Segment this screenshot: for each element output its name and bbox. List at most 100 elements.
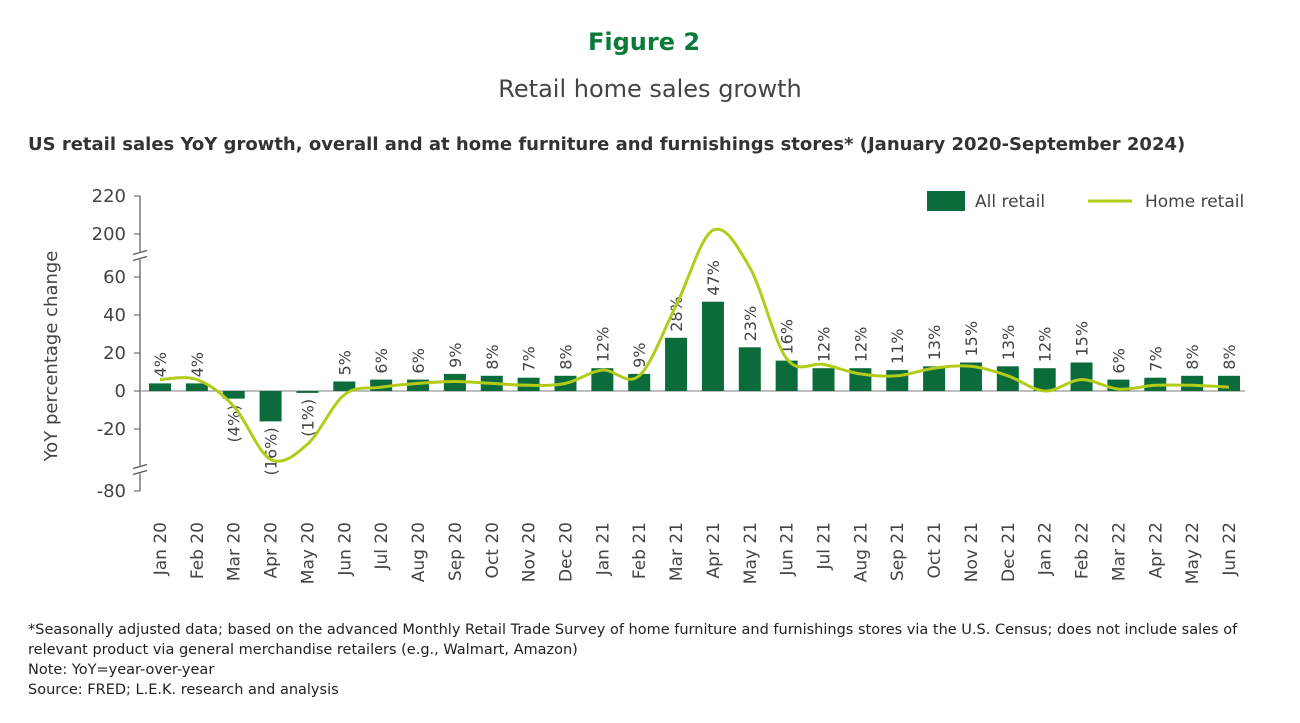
axis-break xyxy=(132,249,148,256)
axis-break xyxy=(132,469,148,476)
x-tick-label: Jan 22 xyxy=(1036,522,1056,576)
value-label: 8% xyxy=(1220,344,1239,369)
x-tick-label: Mar 20 xyxy=(225,522,245,581)
bar xyxy=(591,368,614,391)
x-tick-label: Jun 20 xyxy=(335,522,355,577)
y-tick-label: -20 xyxy=(97,419,126,440)
y-tick-label: 60 xyxy=(103,267,126,288)
bar xyxy=(959,362,982,391)
x-tick-label: Nov 20 xyxy=(520,522,540,582)
value-label: 11% xyxy=(888,329,907,365)
value-label: 15% xyxy=(962,321,981,357)
legend-swatch xyxy=(927,191,965,211)
bar xyxy=(407,379,430,391)
x-tick-label: Apr 22 xyxy=(1146,522,1166,578)
y-axis-label: YoY percentage change xyxy=(41,251,62,463)
x-tick-label: Feb 21 xyxy=(630,522,650,579)
value-label: 7% xyxy=(1146,346,1165,371)
value-label: 12% xyxy=(815,327,834,363)
note: Note: YoY=year-over-year xyxy=(28,662,215,678)
chart-subtitle: US retail sales YoY growth, overall and … xyxy=(28,134,1185,155)
value-label: 9% xyxy=(630,343,649,368)
x-tick-label: Oct 21 xyxy=(925,522,945,578)
value-label: 4% xyxy=(188,352,207,377)
x-tick-label: Jul 20 xyxy=(372,522,392,571)
value-label: 47% xyxy=(704,260,723,296)
x-tick-label: Sep 21 xyxy=(888,522,908,581)
bar xyxy=(259,391,282,422)
x-tick-label: Aug 21 xyxy=(851,522,871,582)
value-label: 7% xyxy=(520,346,539,371)
value-label: 16% xyxy=(778,319,797,355)
legend-label: All retail xyxy=(975,192,1045,212)
figure-label: Figure 2 xyxy=(588,28,700,56)
x-tick-label: Mar 22 xyxy=(1109,522,1129,581)
value-label: 6% xyxy=(409,348,428,373)
x-tick-label: Oct 20 xyxy=(483,522,503,578)
y-tick-label: 0 xyxy=(115,381,126,402)
bar xyxy=(185,383,208,391)
source: Source: FRED; L.E.K. research and analys… xyxy=(28,682,339,698)
notes: *Seasonally adjusted data; based on the … xyxy=(28,620,1268,700)
x-tick-label: Feb 22 xyxy=(1073,522,1093,579)
line xyxy=(159,227,1230,463)
bar xyxy=(222,391,245,399)
bar xyxy=(1070,362,1093,391)
value-label: 8% xyxy=(1183,344,1202,369)
value-label: (1%) xyxy=(298,399,317,437)
chart: Figure 2 Retail home sales growth US ret… xyxy=(28,28,1245,584)
bar xyxy=(333,381,356,391)
x-tick-label: Dec 21 xyxy=(999,522,1019,582)
value-label: (4%) xyxy=(225,405,244,443)
bar xyxy=(296,391,319,393)
value-label: 12% xyxy=(593,327,612,363)
value-label: 28% xyxy=(667,296,686,332)
y-tick-label: 200 xyxy=(92,224,126,245)
x-tick-label: Jan 21 xyxy=(593,522,613,576)
bar xyxy=(1218,375,1240,391)
value-label: 8% xyxy=(556,344,575,369)
value-label: 9% xyxy=(446,343,465,368)
bar xyxy=(701,301,724,391)
x-tick-label: Dec 20 xyxy=(556,522,576,582)
x-tick-label: Mar 21 xyxy=(667,522,687,581)
legend-label: Home retail xyxy=(1145,192,1244,212)
x-tick-label: Jun 21 xyxy=(778,522,798,577)
value-label: 13% xyxy=(925,325,944,361)
value-label: 6% xyxy=(1109,348,1128,373)
y-tick-label: -80 xyxy=(97,481,126,502)
x-tick-label: Nov 21 xyxy=(962,522,982,582)
bar xyxy=(665,337,688,391)
y-tick-label: 20 xyxy=(103,343,126,364)
axis-break xyxy=(132,255,148,262)
bar xyxy=(1033,368,1056,391)
axis-break xyxy=(132,463,148,470)
value-label: (16%) xyxy=(262,427,281,475)
y-tick-label: 220 xyxy=(92,186,126,207)
bar xyxy=(923,366,946,391)
x-tick-label: Apr 20 xyxy=(262,522,282,578)
x-tick-label: May 21 xyxy=(741,522,761,584)
bar xyxy=(812,368,835,391)
y-tick-label: 40 xyxy=(103,305,126,326)
bar xyxy=(738,347,761,391)
value-label: 12% xyxy=(1036,327,1055,363)
x-tick-label: May 22 xyxy=(1183,522,1203,584)
value-label: 23% xyxy=(741,306,760,342)
value-label: 13% xyxy=(999,325,1018,361)
bar xyxy=(775,360,798,391)
axis-break-gap xyxy=(137,465,143,474)
chart-title: Retail home sales growth xyxy=(498,75,801,103)
x-tick-label: May 20 xyxy=(298,522,318,584)
x-tick-label: Aug 20 xyxy=(409,522,429,582)
value-label: 5% xyxy=(335,350,354,375)
value-label: 12% xyxy=(851,327,870,363)
x-tick-label: Apr 21 xyxy=(704,522,724,578)
x-tick-label: Jan 20 xyxy=(151,522,171,576)
bar xyxy=(370,379,393,391)
x-tick-label: Sep 20 xyxy=(446,522,466,581)
x-tick-label: Jun 22 xyxy=(1220,522,1240,577)
bar xyxy=(1181,375,1204,391)
axis-break-gap xyxy=(137,251,143,260)
